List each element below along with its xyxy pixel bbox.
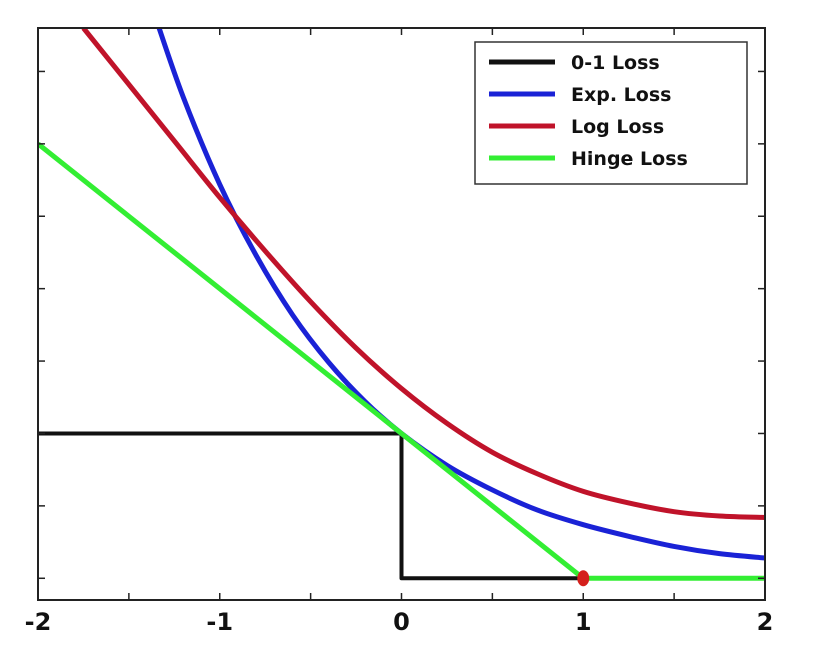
legend-label-hinge-loss: Hinge Loss — [571, 148, 688, 170]
x-tick-label-4: 2 — [757, 608, 774, 636]
x-tick-label-3: 1 — [575, 608, 592, 636]
legend: 0-1 Loss Exp. Loss Log Loss Hinge Loss — [474, 41, 748, 185]
annotation-point-0 — [577, 570, 590, 587]
x-tick-label-2: 0 — [393, 608, 410, 636]
x-tick-label-0: -2 — [25, 608, 52, 636]
series-line-log-loss — [81, 28, 765, 520]
legend-label-0-1-loss: 0-1 Loss — [571, 52, 660, 74]
legend-label-log-loss: Log Loss — [571, 116, 664, 138]
x-tick-label-1: -1 — [206, 608, 233, 636]
legend-label-exp-loss: Exp. Loss — [571, 84, 671, 106]
